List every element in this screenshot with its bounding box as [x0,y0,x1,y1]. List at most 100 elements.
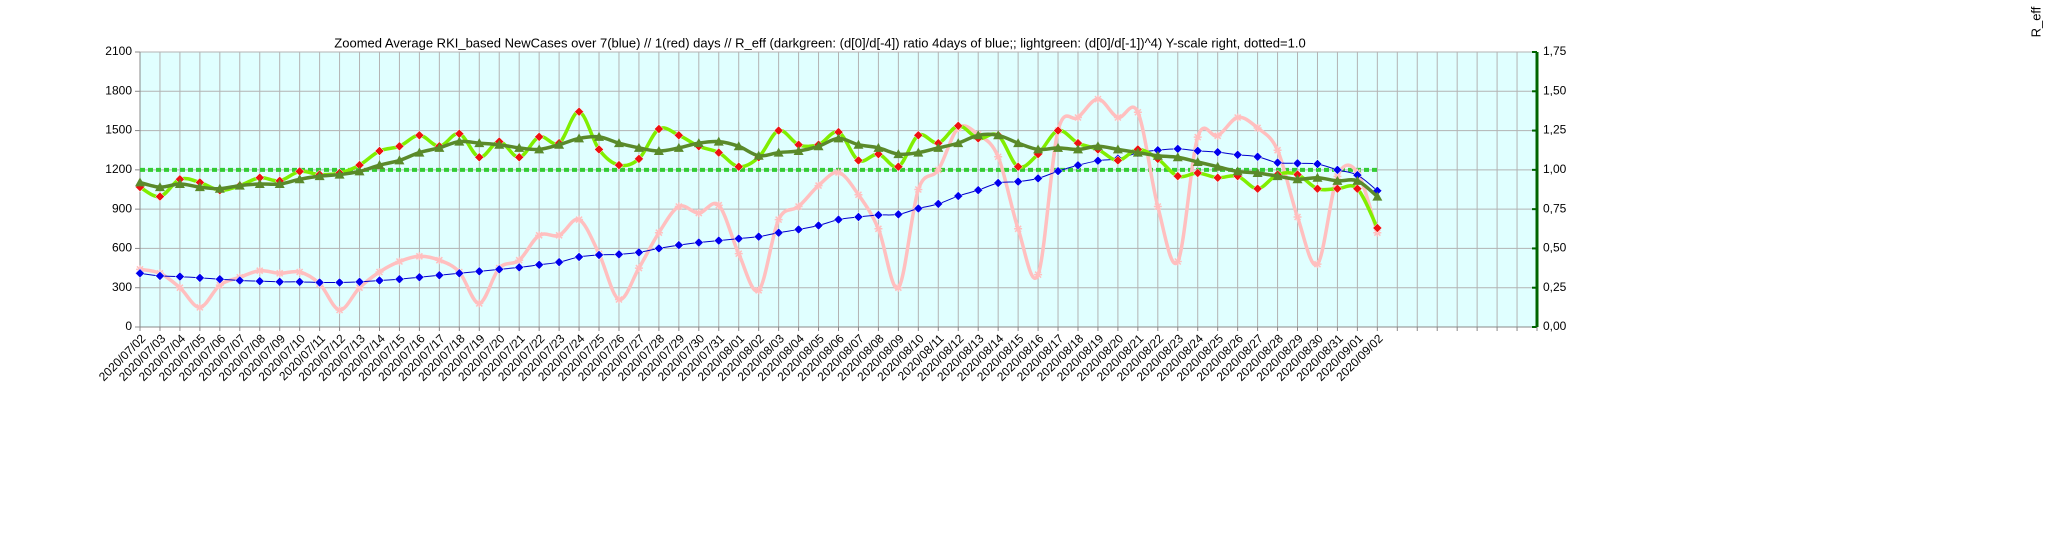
point-marker [1372,223,1383,233]
point-marker [314,171,325,181]
point-marker [195,303,204,312]
point-marker [1213,131,1222,140]
point-marker [654,124,664,134]
y-tick-label: 900 [112,201,132,215]
point-marker [535,231,544,240]
point-marker [1272,157,1283,168]
point-marker [395,257,404,266]
point-marker [993,130,1004,140]
point-marker [355,283,364,292]
point-marker [1072,144,1083,154]
point-marker [175,283,184,292]
y2-tick-label: 0,50 [1543,241,1567,255]
point-marker [973,130,984,140]
point-marker [634,154,644,164]
point-marker [1013,176,1023,187]
point-marker [633,142,644,152]
point-marker [614,295,623,304]
point-marker [574,106,584,117]
point-marker [1193,133,1202,142]
point-marker [1033,173,1043,184]
point-marker [474,138,485,148]
y-tick-label: 2100 [105,44,132,58]
y2-tick-label: 0,75 [1543,201,1567,215]
point-marker [1352,175,1363,185]
point-marker [993,178,1004,188]
point-marker [1092,141,1103,151]
point-marker [294,276,305,287]
point-marker [1332,175,1343,185]
point-marker [1192,168,1203,178]
point-marker [574,133,585,143]
point-marker [833,214,844,225]
point-marker [1153,202,1162,211]
point-marker [194,182,205,192]
point-marker [1212,147,1223,158]
point-marker [1253,123,1262,132]
point-marker [1152,150,1163,160]
point-marker [475,299,484,308]
chart-title: Zoomed Average RKI_based NewCases over 7… [334,35,1305,50]
point-marker [893,149,904,159]
point-marker [1173,257,1182,266]
point-marker [773,147,784,157]
point-marker [514,142,525,152]
point-marker [454,136,465,146]
point-marker [714,201,723,210]
point-marker [214,274,225,285]
point-marker [494,139,505,149]
point-marker [1034,270,1043,279]
point-marker [893,209,904,220]
point-marker [515,256,524,265]
point-marker [1192,157,1203,166]
point-marker [1313,260,1322,269]
point-marker [853,139,864,149]
y-tick-label: 0 [125,319,132,333]
point-marker [1013,138,1024,148]
point-marker [374,275,385,286]
point-marker [1312,159,1323,169]
point-marker [874,224,883,233]
point-marker [514,262,525,273]
point-marker [1132,147,1143,157]
point-marker [1312,183,1323,194]
point-marker [514,152,525,163]
point-marker [234,180,245,190]
point-marker [693,237,704,248]
point-marker [953,138,964,148]
point-marker [394,274,405,285]
point-marker [275,269,284,278]
point-marker [813,220,824,231]
point-marker [733,161,744,172]
point-marker [414,272,425,283]
point-marker [1292,158,1303,169]
point-marker [1272,171,1283,181]
point-marker [1273,146,1282,155]
point-marker [713,136,724,146]
point-marker [953,121,964,131]
point-marker [174,179,185,188]
point-marker [753,231,764,242]
y2-tick-label: 0,00 [1543,319,1567,333]
y2-tick-label: 1,75 [1543,44,1567,58]
point-marker [1292,174,1303,184]
point-marker [335,305,344,314]
point-marker [614,160,624,170]
point-marker [773,125,784,136]
point-marker [1033,144,1044,154]
point-marker [274,276,285,287]
point-marker [1013,161,1023,172]
point-marker [1172,152,1183,162]
y2-axis-label: R_eff [2028,6,2043,37]
point-marker [1113,113,1122,122]
y2-tick-label: 1,50 [1543,83,1567,97]
y-tick-label: 1800 [105,83,132,97]
point-marker [1352,183,1363,194]
point-marker [334,169,345,179]
point-marker [1233,113,1242,122]
y2-tick-label: 0,25 [1543,280,1567,294]
point-marker [175,271,185,282]
point-marker [1093,155,1103,166]
point-marker [554,139,565,149]
